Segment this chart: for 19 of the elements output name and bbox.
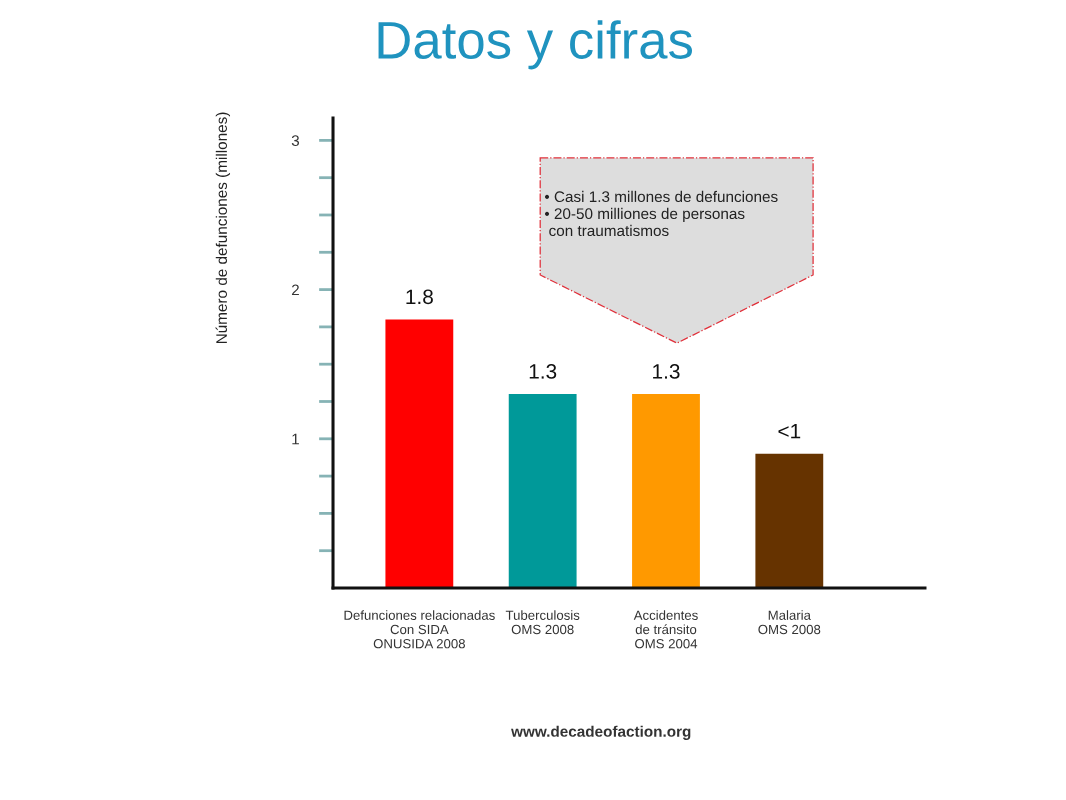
x-tick-label: Defunciones relacionadas Con SIDA ONUSIDA 2008 (344, 610, 495, 649)
bar (508, 394, 577, 588)
data-label: <1 (778, 423, 801, 439)
x-tick-label: Tuberculosis OMS 2008 (505, 610, 580, 635)
data-label: 1.3 (529, 364, 557, 379)
y-tick-label: 3 (291, 135, 300, 147)
bar (385, 319, 454, 588)
data-label: 1.3 (653, 364, 680, 379)
annotation: • Casi 1.3 millones de defunciones • 20-50 milliones de personas con traumatismos (544, 190, 778, 237)
data-label: 1.8 (406, 289, 433, 305)
y-axis-title: Número de defunciones (millones) (215, 112, 231, 344)
y-tick-label: 1 (292, 433, 299, 445)
x-tick-label: Accidentes de tránsito OMS 2004 (633, 610, 698, 649)
bar (755, 453, 824, 588)
y-tick-label: 2 (291, 284, 299, 296)
x-tick-label: Malaria OMS 2008 (758, 610, 821, 635)
text: www.decadeofaction.org (511, 725, 691, 740)
bar (632, 394, 700, 588)
chart-title: Datos y cifras (378, 20, 693, 70)
